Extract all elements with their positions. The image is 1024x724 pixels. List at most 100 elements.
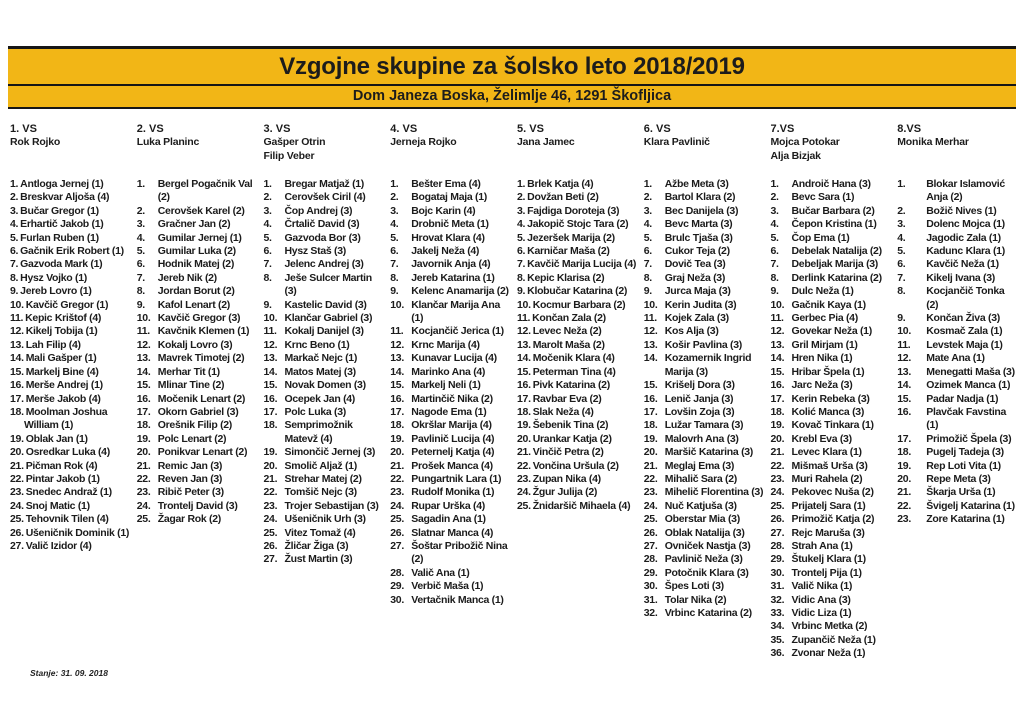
member-item: Kocmur Barbara (2) bbox=[517, 299, 638, 312]
member-name: Šebenik Tina (2) bbox=[532, 419, 609, 432]
member-item: Gumilar Luka (2) bbox=[137, 245, 258, 259]
member-name: Orešnik Filip (2) bbox=[157, 419, 233, 432]
member-item: Valič Ana (1) bbox=[390, 567, 511, 581]
group-leaders: Rok Rojko bbox=[10, 136, 131, 150]
member-item: Ušeničnik Dominik (1) bbox=[10, 527, 131, 540]
member-item: Jarc Neža (3) bbox=[771, 379, 892, 393]
member-name: Valič Nika (1) bbox=[791, 580, 853, 593]
member-item: Gazvoda Mark (1) bbox=[10, 258, 131, 271]
group-leader-name: Mojca Potokar bbox=[770, 136, 840, 148]
member-item: Žust Martin (3) bbox=[264, 553, 385, 567]
member-item: Markelj Neli (1) bbox=[390, 379, 511, 393]
member-item: Bešter Ema (4) bbox=[390, 178, 511, 192]
group-label: 1. VS bbox=[10, 123, 37, 135]
group-leader-name: Alja Bizjak bbox=[770, 149, 822, 162]
member-name: Klančar Marija Ana (1) bbox=[411, 298, 500, 325]
member-item: Osredkar Luka (4) bbox=[10, 446, 131, 459]
member-item: Ravbar Eva (2) bbox=[517, 393, 638, 406]
member-item: Kikelj Ivana (3) bbox=[897, 272, 1018, 286]
member-item: Javornik Anja (4) bbox=[390, 258, 511, 272]
member-item: Bogataj Maja (1) bbox=[390, 191, 511, 205]
member-item: Karničar Maša (2) bbox=[517, 245, 638, 258]
member-item: Meglaj Ema (3) bbox=[644, 460, 765, 474]
member-name: Debelak Natalija (2) bbox=[791, 245, 883, 258]
member-name: Potočnik Klara (3) bbox=[664, 566, 749, 579]
member-item: Pekovec Nuša (2) bbox=[771, 486, 892, 500]
member-name: Brlek Katja (4) bbox=[527, 178, 594, 190]
member-item: Vončina Uršula (2) bbox=[517, 460, 638, 473]
member-item: Cukor Teja (2) bbox=[644, 245, 765, 259]
member-item: Dolenc Mojca (1) bbox=[897, 218, 1018, 232]
member-name: Kavčič Neža (1) bbox=[926, 258, 999, 271]
member-item: Kavčič Gregor (3) bbox=[137, 312, 258, 326]
member-item: Okršlar Marija (4) bbox=[390, 419, 511, 433]
member-name: Markelj Neli (1) bbox=[411, 379, 481, 392]
member-name: Kos Alja (3) bbox=[664, 325, 719, 338]
member-item: Oblak Natalija (3) bbox=[644, 527, 765, 541]
member-item: Ušeničnik Urh (3) bbox=[264, 513, 385, 527]
member-name: Javornik Anja (4) bbox=[411, 258, 491, 271]
member-name: Breskvar Aljoša (4) bbox=[20, 191, 110, 204]
member-item: Androič Hana (3) bbox=[771, 178, 892, 192]
member-item: Merše Jakob (4) bbox=[10, 393, 131, 406]
member-item: Krebl Eva (3) bbox=[771, 433, 892, 447]
member-name: Hysz Vojko (1) bbox=[20, 271, 87, 284]
member-item: Oberstar Mia (3) bbox=[644, 513, 765, 527]
member-name: Gril Mirjam (1) bbox=[791, 338, 858, 351]
member-name: Špes Loti (3) bbox=[664, 580, 724, 593]
member-name: Hrovat Klara (4) bbox=[411, 231, 485, 244]
member-name: Lužar Tamara (3) bbox=[664, 419, 744, 432]
member-name: Markelj Bine (4) bbox=[25, 365, 99, 378]
member-item: Simončič Jernej (3) bbox=[264, 446, 385, 460]
member-item: Kocjančič Jerica (1) bbox=[390, 325, 511, 339]
member-name: Čepon Kristina (1) bbox=[791, 218, 877, 231]
member-item: Graj Neža (3) bbox=[644, 272, 765, 286]
member-name: Mate Ana (1) bbox=[926, 352, 985, 365]
member-name: Rejc Maruša (3) bbox=[791, 526, 865, 539]
member-item: Pivk Katarina (2) bbox=[517, 379, 638, 392]
member-item: Krišelj Dora (3) bbox=[644, 379, 765, 393]
member-name: Levec Klara (1) bbox=[791, 446, 863, 459]
member-name: Bešter Ema (4) bbox=[411, 178, 481, 190]
group-leaders: Mojca Potokar Alja Bizjak bbox=[771, 136, 892, 163]
member-name: Jakelj Neža (4) bbox=[411, 245, 480, 258]
member-item: Malovrh Ana (3) bbox=[644, 433, 765, 447]
member-name: Slatnar Manca (4) bbox=[411, 526, 494, 539]
member-name: Osredkar Luka (4) bbox=[25, 446, 110, 459]
member-name: Hren Nika (1) bbox=[791, 352, 853, 365]
member-name: Okorn Gabriel (3) bbox=[157, 405, 239, 418]
member-name: Vitez Tomaž (4) bbox=[284, 526, 356, 539]
member-name: Bregar Matjaž (1) bbox=[284, 178, 365, 190]
group-header: 6. VS Klara Pavlinič bbox=[644, 122, 765, 178]
member-name: Furlan Ruben (1) bbox=[20, 231, 99, 244]
member-item: Mihelič Florentina (3) bbox=[644, 486, 765, 500]
member-item: Mlinar Tine (2) bbox=[137, 379, 258, 393]
member-name: Menegatti Maša (3) bbox=[926, 365, 1015, 378]
member-item: Gačnik Erik Robert (1) bbox=[10, 245, 131, 258]
member-list: Bergel Pogačnik Val (2) Cerovšek Karel (… bbox=[137, 178, 258, 527]
member-item: Lah Filip (4) bbox=[10, 339, 131, 352]
member-name: Žagar Rok (2) bbox=[157, 513, 222, 526]
member-item: Zore Katarina (1) bbox=[897, 513, 1018, 527]
member-item: Kavčnik Klemen (1) bbox=[137, 325, 258, 339]
member-name: Kavčnik Klemen (1) bbox=[157, 325, 250, 338]
member-item: Čepon Kristina (1) bbox=[771, 218, 892, 232]
member-item: Merhar Tit (1) bbox=[137, 366, 258, 380]
member-name: Oblak Jan (1) bbox=[25, 432, 88, 445]
member-name: Močenik Klara (4) bbox=[532, 352, 615, 365]
member-item: Debeljak Marija (3) bbox=[771, 258, 892, 272]
member-item: Markelj Bine (4) bbox=[10, 366, 131, 379]
member-name: Bojc Karin (4) bbox=[411, 204, 476, 217]
member-item: Brlek Katja (4) bbox=[517, 178, 638, 191]
member-name: Bergel Pogačnik Val (2) bbox=[157, 178, 253, 204]
member-item: Primožič Špela (3) bbox=[897, 433, 1018, 447]
member-list: Brlek Katja (4) Dovžan Beti (2) Fajdiga … bbox=[517, 178, 638, 513]
member-item: Slatnar Manca (4) bbox=[390, 526, 511, 541]
member-name: Gumilar Jernej (1) bbox=[157, 231, 242, 244]
member-item: Sagadin Ana (1) bbox=[390, 513, 511, 527]
group-header: 3. VS Gašper Otrin Filip Veber bbox=[264, 122, 385, 178]
member-name: Kavčič Marija Lucija (4) bbox=[527, 258, 637, 271]
group-leader-name: Jerneja Rojko bbox=[390, 136, 457, 148]
group-header: 8.VS Monika Merhar bbox=[897, 122, 1018, 178]
group-label: 6. VS bbox=[643, 123, 671, 135]
